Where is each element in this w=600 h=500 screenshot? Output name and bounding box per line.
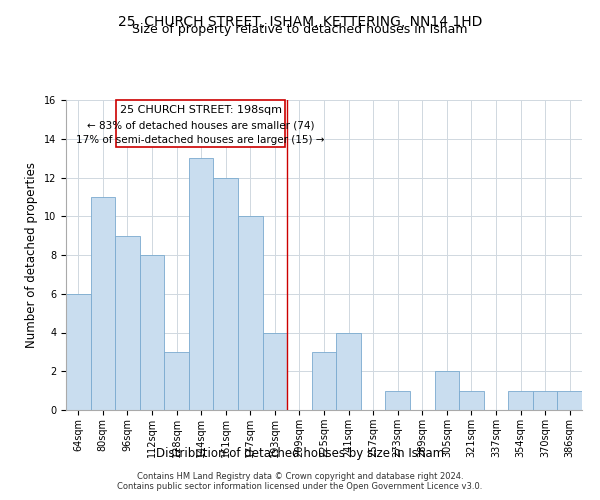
Bar [385, 390, 410, 410]
Bar [189, 158, 214, 410]
Text: 25 CHURCH STREET: 198sqm: 25 CHURCH STREET: 198sqm [119, 106, 281, 116]
Bar [312, 352, 336, 410]
Bar [140, 255, 164, 410]
Bar [91, 197, 115, 410]
Text: 25, CHURCH STREET, ISHAM, KETTERING, NN14 1HD: 25, CHURCH STREET, ISHAM, KETTERING, NN1… [118, 15, 482, 29]
Bar [557, 390, 582, 410]
Bar [238, 216, 263, 410]
Y-axis label: Number of detached properties: Number of detached properties [25, 162, 38, 348]
Bar [66, 294, 91, 410]
Bar [434, 371, 459, 410]
Bar [263, 332, 287, 410]
Text: Contains public sector information licensed under the Open Government Licence v3: Contains public sector information licen… [118, 482, 482, 491]
Bar [115, 236, 140, 410]
Text: Contains HM Land Registry data © Crown copyright and database right 2024.: Contains HM Land Registry data © Crown c… [137, 472, 463, 481]
Text: 17% of semi-detached houses are larger (15) →: 17% of semi-detached houses are larger (… [76, 136, 325, 145]
Text: Size of property relative to detached houses in Isham: Size of property relative to detached ho… [132, 22, 468, 36]
Bar [164, 352, 189, 410]
Text: ← 83% of detached houses are smaller (74): ← 83% of detached houses are smaller (74… [87, 120, 314, 130]
Bar [459, 390, 484, 410]
FancyBboxPatch shape [116, 100, 284, 148]
Bar [214, 178, 238, 410]
Bar [336, 332, 361, 410]
Text: Distribution of detached houses by size in Isham: Distribution of detached houses by size … [156, 448, 444, 460]
Bar [508, 390, 533, 410]
Bar [533, 390, 557, 410]
